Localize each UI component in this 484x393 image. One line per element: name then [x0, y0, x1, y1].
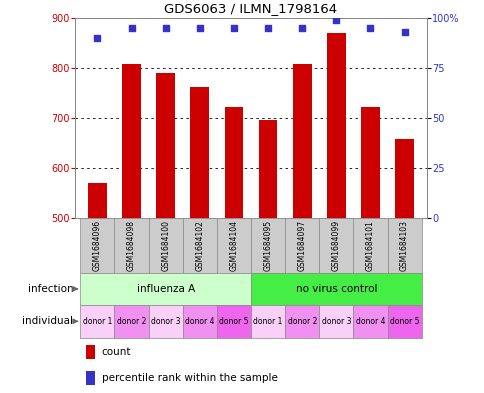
- Bar: [182, 218, 216, 273]
- Text: percentile rank within the sample: percentile rank within the sample: [101, 373, 277, 383]
- Text: donor 2: donor 2: [117, 317, 146, 326]
- Bar: [190, 87, 209, 218]
- Bar: [318, 305, 353, 338]
- Text: GSM1684097: GSM1684097: [297, 220, 306, 271]
- Text: donor 3: donor 3: [321, 317, 350, 326]
- Text: count: count: [101, 347, 131, 357]
- Point: [298, 24, 305, 31]
- Bar: [80, 273, 251, 305]
- Bar: [114, 218, 148, 273]
- Text: GSM1684102: GSM1684102: [195, 220, 204, 271]
- Bar: [86, 371, 94, 385]
- Bar: [292, 64, 311, 218]
- Bar: [251, 305, 285, 338]
- Bar: [251, 273, 421, 305]
- Text: GSM1684103: GSM1684103: [399, 220, 408, 271]
- Text: GSM1684104: GSM1684104: [229, 220, 238, 271]
- Bar: [353, 305, 387, 338]
- Point: [93, 35, 101, 41]
- Text: individual: individual: [22, 316, 73, 326]
- Point: [400, 29, 408, 35]
- Bar: [216, 218, 251, 273]
- Text: donor 4: donor 4: [185, 317, 214, 326]
- Bar: [285, 305, 318, 338]
- Bar: [353, 218, 387, 273]
- Bar: [387, 305, 421, 338]
- Bar: [258, 120, 277, 218]
- Bar: [387, 218, 421, 273]
- Bar: [394, 140, 413, 218]
- Text: donor 2: donor 2: [287, 317, 316, 326]
- Text: donor 3: donor 3: [151, 317, 180, 326]
- Title: GDS6063 / ILMN_1798164: GDS6063 / ILMN_1798164: [164, 2, 337, 15]
- Text: donor 5: donor 5: [389, 317, 419, 326]
- Text: donor 1: donor 1: [82, 317, 112, 326]
- Point: [332, 17, 339, 23]
- Text: influenza A: influenza A: [136, 284, 195, 294]
- Point: [162, 24, 169, 31]
- Bar: [88, 183, 106, 218]
- Bar: [86, 345, 94, 360]
- Bar: [148, 305, 182, 338]
- Text: GSM1684098: GSM1684098: [127, 220, 136, 271]
- Bar: [326, 33, 345, 218]
- Point: [229, 24, 237, 31]
- Text: GSM1684099: GSM1684099: [331, 220, 340, 271]
- Point: [264, 24, 272, 31]
- Text: donor 1: donor 1: [253, 317, 282, 326]
- Bar: [114, 305, 148, 338]
- Text: GSM1684100: GSM1684100: [161, 220, 170, 271]
- Bar: [318, 218, 353, 273]
- Bar: [122, 64, 140, 218]
- Bar: [224, 107, 243, 218]
- Text: no virus control: no virus control: [295, 284, 376, 294]
- Text: donor 4: donor 4: [355, 317, 384, 326]
- Text: donor 5: donor 5: [219, 317, 248, 326]
- Text: GSM1684101: GSM1684101: [365, 220, 374, 271]
- Text: GSM1684096: GSM1684096: [92, 220, 102, 271]
- Bar: [285, 218, 318, 273]
- Bar: [80, 305, 114, 338]
- Text: GSM1684095: GSM1684095: [263, 220, 272, 271]
- Bar: [156, 73, 175, 218]
- Bar: [251, 218, 285, 273]
- Bar: [361, 107, 379, 218]
- Bar: [80, 218, 114, 273]
- Bar: [216, 305, 251, 338]
- Point: [127, 24, 135, 31]
- Point: [196, 24, 203, 31]
- Bar: [148, 218, 182, 273]
- Text: infection: infection: [28, 284, 73, 294]
- Point: [366, 24, 374, 31]
- Bar: [182, 305, 216, 338]
